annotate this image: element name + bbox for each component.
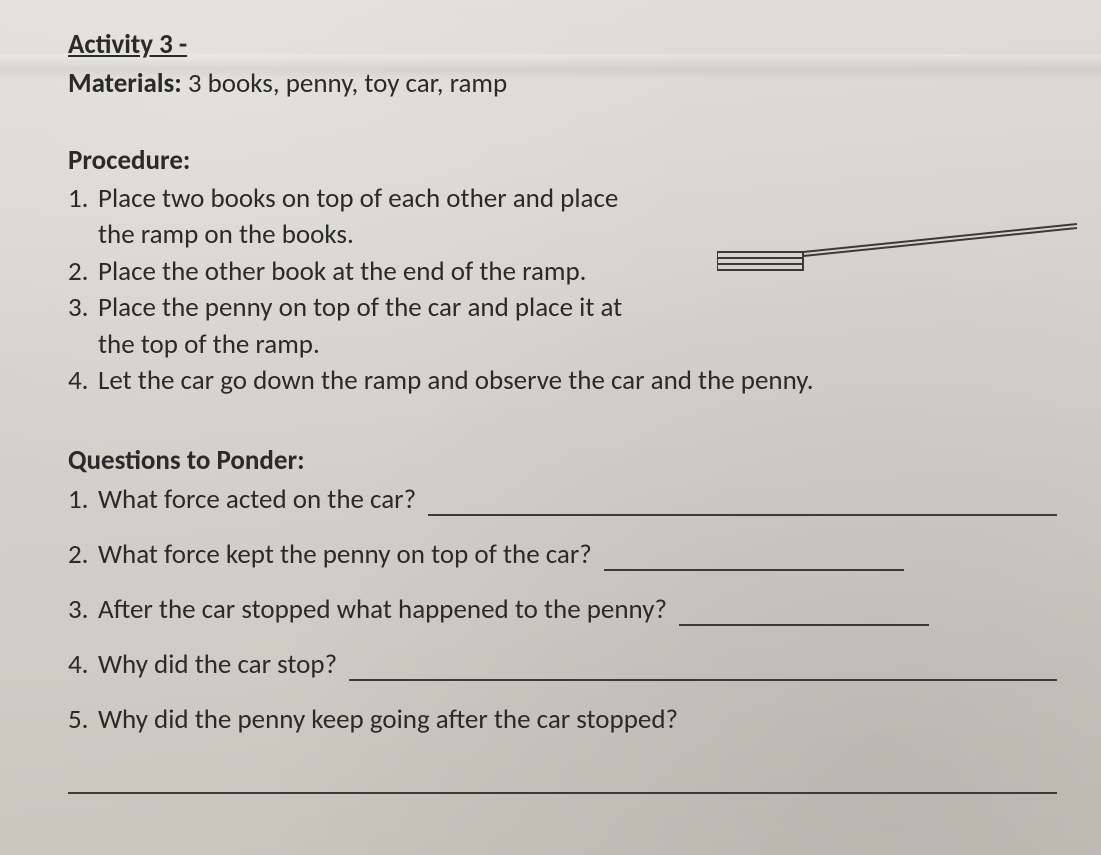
question-number: 4. (68, 648, 98, 681)
step-text: Let the car go down the ramp and observe… (98, 363, 1057, 399)
question-number: 1. (68, 483, 98, 516)
procedure-step: 4. Let the car go down the ramp and obse… (68, 363, 1057, 399)
question-item: 2. What force kept the penny on top of t… (68, 538, 1057, 571)
step-text: Place the penny on top of the car and pl… (98, 290, 1057, 326)
question-number: 5. (68, 703, 98, 736)
procedure-list: 1. Place two books on top of each other … (68, 181, 1057, 400)
materials-label: Materials: (68, 67, 182, 100)
activity-title: Activity 3 - (68, 28, 1057, 61)
answer-blank[interactable] (679, 595, 929, 626)
procedure-heading: Procedure: (68, 144, 1057, 177)
step-number: 1. (68, 181, 98, 217)
question-number: 2. (68, 538, 98, 571)
ramp-diagram (717, 216, 1077, 286)
procedure-step: 1. Place two books on top of each other … (68, 181, 1057, 217)
question-text: Why did the car stop? (98, 648, 343, 681)
materials-line: Materials: 3 books, penny, toy car, ramp (68, 67, 1057, 100)
questions-heading: Questions to Ponder: (68, 444, 1057, 477)
answer-blank[interactable] (68, 766, 1057, 794)
question-item: 1. What force acted on the car? (68, 483, 1057, 516)
step-text: the top of the ramp. (98, 327, 1057, 363)
question-number: 3. (68, 593, 98, 626)
question-text: What force acted on the car? (98, 483, 422, 516)
question-text: What force kept the penny on top of the … (98, 538, 598, 571)
step-number: 2. (68, 254, 98, 290)
step-number: 3. (68, 290, 98, 326)
questions-list: 1. What force acted on the car? 2. What … (68, 483, 1057, 794)
question-item: 4. Why did the car stop? (68, 648, 1057, 681)
procedure-step: 3. Place the penny on top of the car and… (68, 290, 1057, 326)
question-item: 3. After the car stopped what happened t… (68, 593, 1057, 626)
answer-blank[interactable] (349, 650, 1057, 681)
question-text: Why did the penny keep going after the c… (98, 703, 678, 736)
materials-text: 3 books, penny, toy car, ramp (182, 67, 507, 100)
question-text: After the car stopped what happened to t… (98, 593, 673, 626)
answer-blank[interactable] (604, 540, 904, 571)
worksheet-page: Activity 3 - Materials: 3 books, penny, … (68, 28, 1057, 794)
step-text: Place two books on top of each other and… (98, 181, 1057, 217)
procedure-step-continue: the top of the ramp. (68, 327, 1057, 363)
answer-blank[interactable] (428, 485, 1057, 516)
question-item: 5. Why did the penny keep going after th… (68, 703, 1057, 794)
step-number: 4. (68, 363, 98, 399)
